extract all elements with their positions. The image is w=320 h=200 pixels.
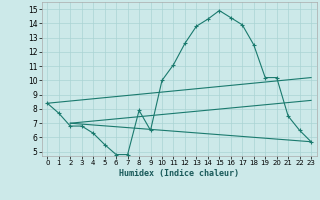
X-axis label: Humidex (Indice chaleur): Humidex (Indice chaleur) [119,169,239,178]
